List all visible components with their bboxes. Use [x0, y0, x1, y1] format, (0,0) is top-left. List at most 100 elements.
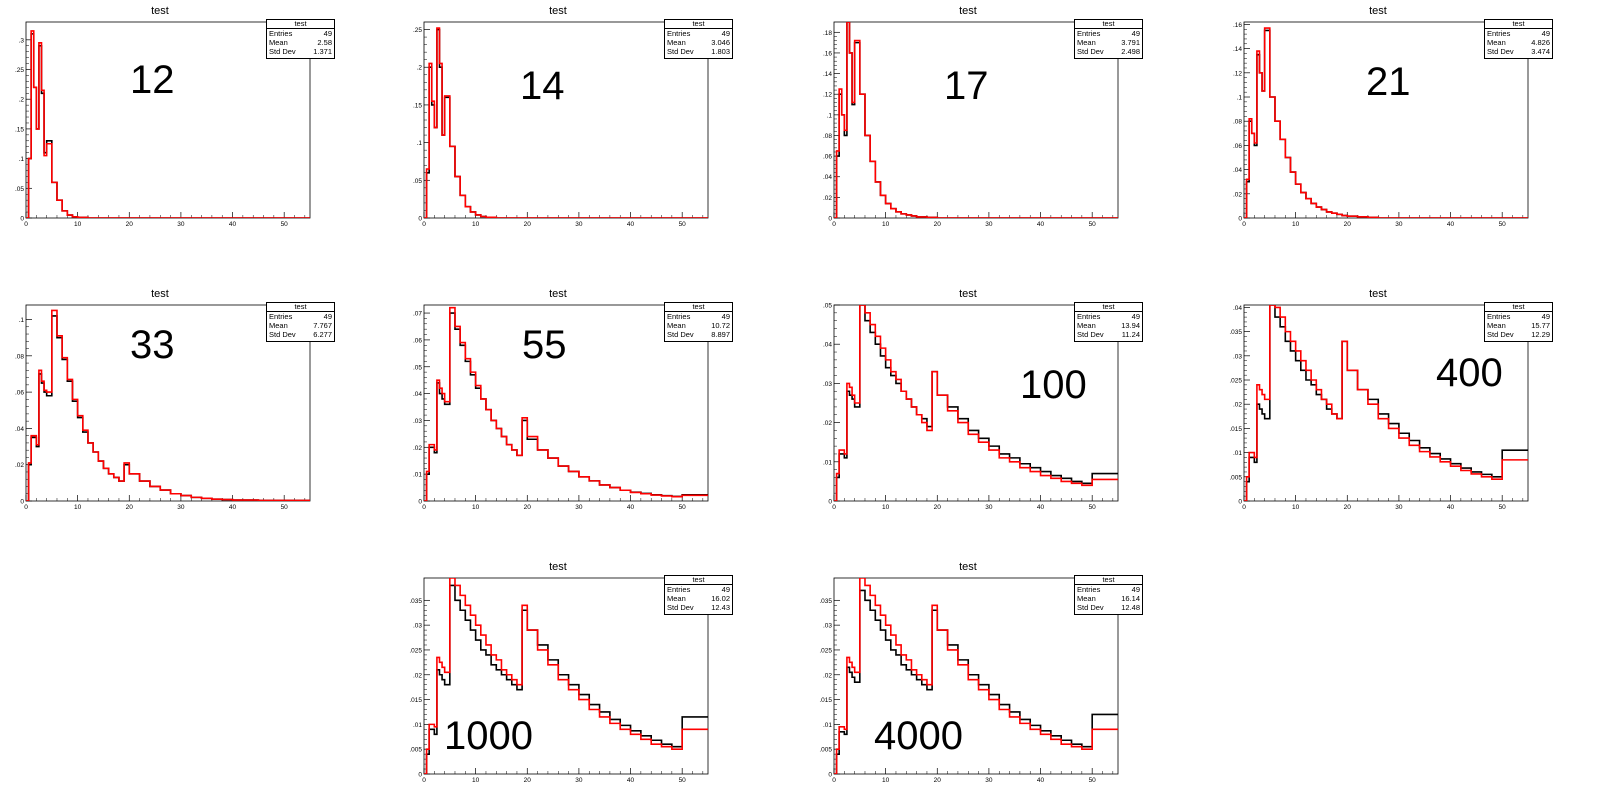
y-tick-label: .2	[19, 97, 25, 104]
stats-row-stddev: Std Dev 8.897	[665, 330, 732, 339]
stats-row-stddev: Std Dev 11.24	[1075, 330, 1142, 339]
stats-key: Entries	[269, 29, 293, 38]
stats-row-entries: Entries 49	[267, 29, 334, 38]
stats-row-mean: Mean 16.02	[665, 594, 732, 603]
histogram-red-line	[834, 305, 1118, 501]
stats-row-mean: Mean 4.826	[1485, 38, 1552, 47]
x-tick-label: 0	[1242, 221, 1246, 228]
x-tick-label: 40	[229, 221, 237, 228]
histogram-panel: test 0 .005 .01 .015 .02 .025 .03 .035 0 10 20 30 40 5…	[398, 556, 733, 806]
y-tick-label: .12	[823, 92, 832, 99]
stats-box: test Entries 49 Mean 4.826 Std Dev 3.474	[1484, 19, 1553, 59]
stats-box-title: test	[665, 303, 732, 312]
y-tick-label: .025	[409, 647, 422, 654]
y-tick-label: .12	[1233, 70, 1242, 77]
x-tick-label: 50	[679, 777, 687, 784]
panel-title: test	[959, 5, 977, 17]
x-tick-label: 50	[281, 504, 289, 511]
y-tick-label: .1	[19, 156, 25, 163]
stats-key: Std Dev	[1077, 603, 1104, 612]
x-tick-label: 30	[985, 221, 993, 228]
stats-row-mean: Mean 2.58	[267, 38, 334, 47]
panel-label: 400	[1436, 351, 1503, 395]
stats-row-stddev: Std Dev 3.474	[1485, 47, 1552, 56]
plot-frame	[833, 304, 1119, 502]
y-tick-label: .035	[819, 598, 832, 605]
x-tick-label: 0	[1242, 504, 1246, 511]
y-tick-label: .16	[1233, 22, 1242, 29]
histogram-plot: 0 .005 .01 .015 .02 .025 .03 .035 .04 0 10 20 30 40 50	[1229, 304, 1529, 511]
histogram-red-line	[1244, 27, 1528, 218]
histogram-black-line	[834, 589, 1118, 774]
histogram-red-line	[26, 30, 310, 218]
x-tick-label: 0	[422, 504, 426, 511]
x-tick-label: 10	[472, 777, 480, 784]
x-tick-label: 30	[177, 504, 185, 511]
stats-key: Std Dev	[1077, 47, 1104, 56]
stats-value: 1.371	[313, 47, 332, 56]
panel-label: 14	[520, 64, 565, 108]
x-tick-label: 0	[24, 504, 28, 511]
histogram-black-line	[424, 584, 708, 774]
y-tick-label: .2	[417, 65, 423, 72]
x-tick-label: 40	[627, 504, 635, 511]
y-tick-label: .16	[823, 50, 832, 57]
stats-box: test Entries 49 Mean 16.14 Std Dev 12.48	[1074, 575, 1143, 615]
panel-title: test	[1369, 5, 1387, 17]
x-tick-label: 20	[126, 221, 134, 228]
stats-row-entries: Entries 49	[665, 312, 732, 321]
panel-label: 4000	[874, 714, 963, 758]
histogram-panel: test 0.05.1.15.2.25.3 0 10 20 30 40 50 test Entri…	[0, 0, 335, 250]
stats-key: Entries	[269, 312, 293, 321]
stats-row-entries: Entries 49	[1075, 29, 1142, 38]
stats-key: Mean	[1487, 38, 1506, 47]
stats-row-mean: Mean 16.14	[1075, 594, 1142, 603]
y-tick-label: .08	[15, 353, 24, 360]
y-tick-label: .03	[823, 381, 832, 388]
histogram-black-line	[1244, 305, 1528, 501]
y-tick-label: .02	[15, 462, 24, 469]
histogram-red-line	[834, 578, 1118, 774]
y-tick-label: .06	[1233, 143, 1242, 150]
x-tick-label: 0	[832, 504, 836, 511]
stats-value: 2.498	[1121, 47, 1140, 56]
y-tick-label: .05	[413, 178, 422, 185]
y-tick-label: .1	[1237, 95, 1243, 102]
x-tick-label: 50	[1089, 504, 1097, 511]
plot-frame	[423, 577, 709, 775]
histogram-red-line	[26, 309, 310, 501]
histogram-plot: 0 .005 .01 .015 .02 .025 .03 .035 0 10 20 30 40 50	[409, 577, 709, 784]
histogram-plot: 0 .05 .1 .15 .2 .25 0 10 20 30 40 50	[413, 21, 709, 228]
histogram-panel: test 0 .01 .02 .03 .04 .05 .06 .07 0 10 20 30 40 50 tes…	[398, 283, 733, 533]
stats-key: Mean	[667, 38, 686, 47]
x-tick-label: 30	[985, 504, 993, 511]
y-tick-label: .07	[413, 311, 422, 318]
stats-row-mean: Mean 13.94	[1075, 321, 1142, 330]
y-tick-label: .035	[409, 598, 422, 605]
y-tick-label: .01	[413, 472, 422, 479]
y-tick-label: .02	[823, 195, 832, 202]
panel-title: test	[959, 288, 977, 300]
stats-value: 8.897	[711, 330, 730, 339]
histogram-red-line	[424, 27, 708, 218]
histogram-plot: 0 .05 .1 .15 .2 .25 .3 0 10 20 30 40 50	[15, 21, 311, 228]
histogram-panel: test 0.05.1.15.2.25 0 10 20 30 40 50 test Entries…	[398, 0, 733, 250]
stats-box-title: test	[665, 20, 732, 29]
y-tick-label: .025	[819, 647, 832, 654]
stats-row-stddev: Std Dev 6.277	[267, 330, 334, 339]
y-tick-label: .02	[1233, 402, 1242, 409]
histogram-plot: 0 .02 .04 .06 .08 .1 .12 .14 .16 0 10 20 30 40 50	[1233, 21, 1529, 228]
stats-value: 7.767	[313, 321, 332, 330]
stats-row-entries: Entries 49	[1485, 29, 1552, 38]
y-tick-label: .02	[823, 420, 832, 427]
stats-key: Entries	[667, 585, 691, 594]
stats-box-title: test	[267, 303, 334, 312]
x-tick-label: 0	[422, 777, 426, 784]
stats-key: Mean	[269, 38, 288, 47]
stats-key: Mean	[269, 321, 288, 330]
y-tick-label: .1	[19, 317, 25, 324]
panel-title: test	[549, 561, 567, 573]
stats-row-stddev: Std Dev 1.371	[267, 47, 334, 56]
stats-box-title: test	[1075, 303, 1142, 312]
